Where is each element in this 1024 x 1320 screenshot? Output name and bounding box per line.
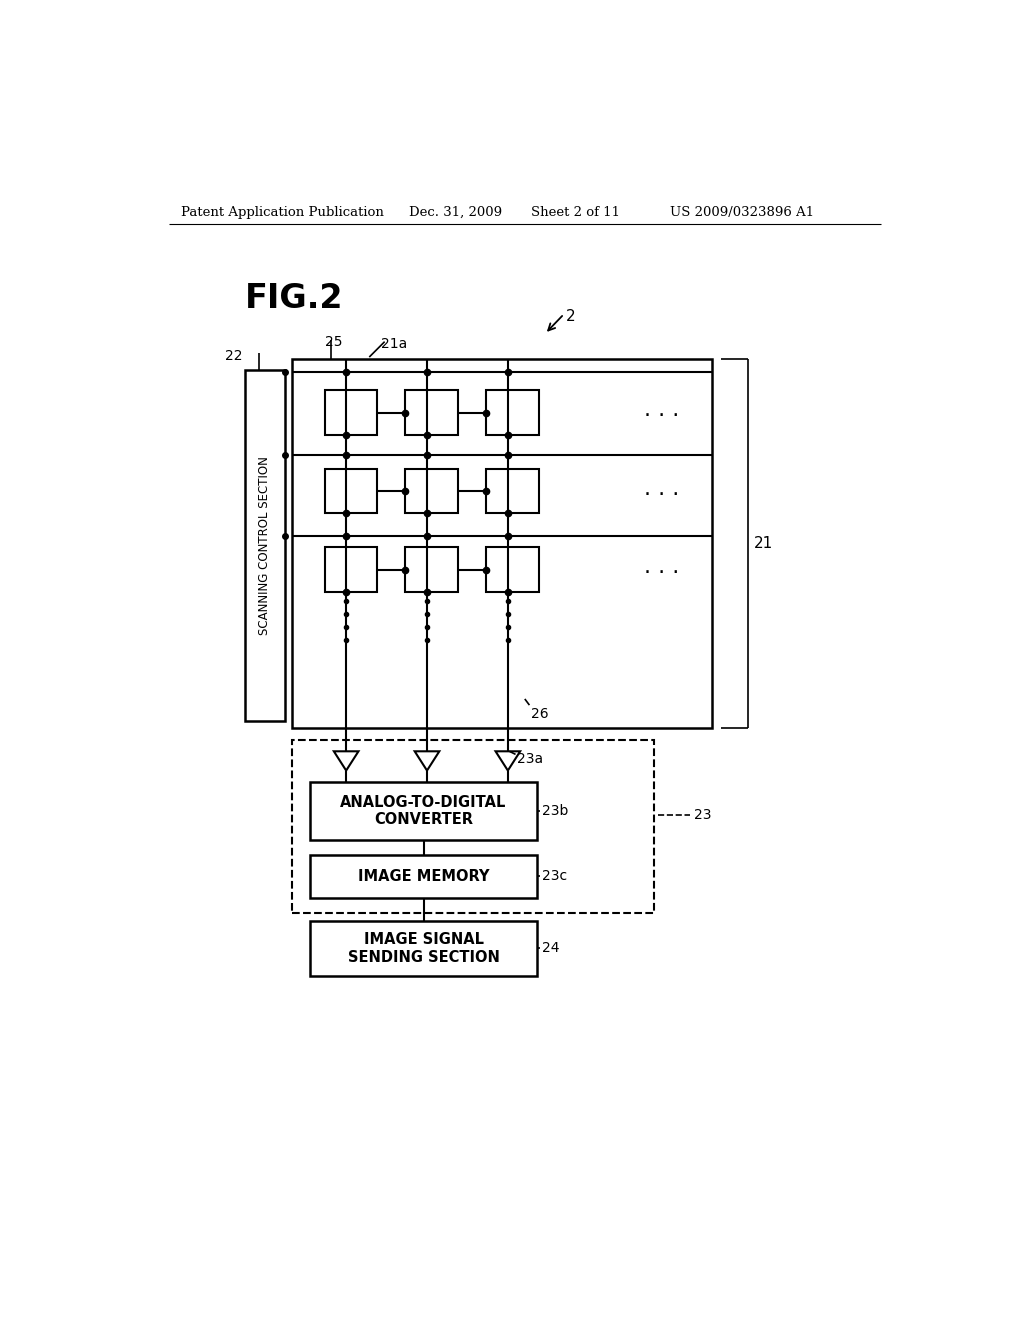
- Text: 23b: 23b: [542, 804, 568, 818]
- Text: Dec. 31, 2009: Dec. 31, 2009: [410, 206, 503, 219]
- Bar: [292, 739, 654, 913]
- Text: IMAGE SIGNAL
SENDING SECTION: IMAGE SIGNAL SENDING SECTION: [347, 932, 500, 965]
- Text: 23c: 23c: [542, 870, 567, 883]
- Text: Sheet 2 of 11: Sheet 2 of 11: [531, 206, 620, 219]
- Text: US 2009/0323896 A1: US 2009/0323896 A1: [670, 206, 814, 219]
- Bar: [292, 359, 712, 729]
- Bar: [406, 548, 458, 591]
- Text: 21: 21: [754, 536, 773, 550]
- Text: 25: 25: [326, 335, 343, 350]
- Text: IMAGE MEMORY: IMAGE MEMORY: [357, 869, 489, 884]
- Bar: [325, 548, 377, 591]
- Text: · · ·: · · ·: [644, 484, 679, 504]
- Bar: [310, 781, 538, 840]
- Text: 26: 26: [531, 706, 549, 721]
- Text: 2: 2: [565, 309, 575, 323]
- Bar: [406, 469, 458, 513]
- Bar: [325, 469, 377, 513]
- Bar: [310, 855, 538, 898]
- Text: FIG.2: FIG.2: [245, 281, 343, 314]
- Bar: [310, 921, 538, 977]
- Text: 24: 24: [542, 941, 559, 956]
- Text: · · ·: · · ·: [644, 564, 679, 583]
- Bar: [486, 391, 539, 434]
- Bar: [325, 391, 377, 434]
- Text: ANALOG-TO-DIGITAL
CONVERTER: ANALOG-TO-DIGITAL CONVERTER: [340, 795, 507, 828]
- Text: SCANNING CONTROL SECTION: SCANNING CONTROL SECTION: [258, 455, 271, 635]
- Text: 23a: 23a: [517, 752, 543, 766]
- Text: 22: 22: [225, 348, 243, 363]
- Bar: [486, 469, 539, 513]
- Text: Patent Application Publication: Patent Application Publication: [180, 206, 383, 219]
- Bar: [245, 370, 285, 721]
- Bar: [406, 391, 458, 434]
- Text: 23: 23: [694, 808, 712, 822]
- Text: 21a: 21a: [381, 337, 408, 351]
- Bar: [486, 548, 539, 591]
- Text: · · ·: · · ·: [644, 407, 679, 426]
